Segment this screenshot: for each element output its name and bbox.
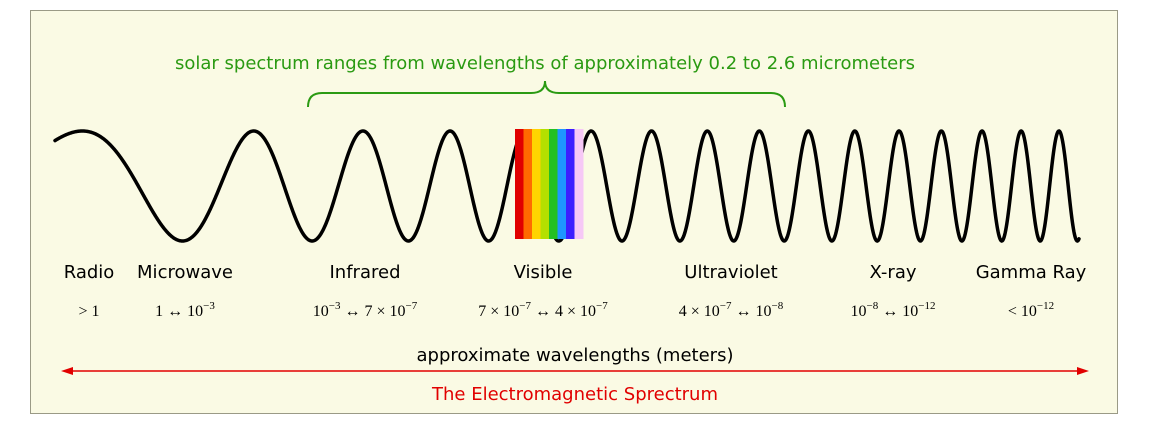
rainbow-stripe bbox=[549, 129, 558, 239]
rainbow-stripe bbox=[566, 129, 575, 239]
rainbow-stripe bbox=[574, 129, 584, 239]
rainbow-stripe bbox=[557, 129, 567, 239]
band-name: Microwave bbox=[137, 262, 233, 283]
diagram-panel: solar spectrum ranges from wavelengths o… bbox=[30, 10, 1118, 414]
rainbow-stripe bbox=[540, 129, 550, 239]
visible-light-rainbow bbox=[515, 129, 584, 239]
arrow-left-head bbox=[61, 367, 73, 375]
rainbow-stripe bbox=[515, 129, 524, 239]
spectrum-arrow bbox=[61, 367, 1089, 375]
band-name: Radio bbox=[64, 262, 115, 283]
band-name: Gamma Ray bbox=[976, 262, 1087, 283]
spectrum-title: The Electromagnetic Sprectrum bbox=[431, 384, 718, 405]
band-ranges: > 1 1 ↔ 10−3 10−3 ↔ 7 × 10−7 7 × 10−7 ↔ 4 ×… bbox=[78, 300, 1054, 320]
axis-label: approximate wavelengths (meters) bbox=[417, 345, 734, 366]
band-name: Ultraviolet bbox=[684, 262, 777, 283]
electromagnetic-spectrum-diagram: solar spectrum ranges from wavelengths o… bbox=[53, 53, 1089, 405]
band-range: 1 ↔ 10−3 bbox=[155, 300, 215, 320]
solar-spectrum-note: solar spectrum ranges from wavelengths o… bbox=[175, 53, 915, 74]
solar-range-brace bbox=[307, 80, 786, 108]
arrow-right-head bbox=[1077, 367, 1089, 375]
band-name: Visible bbox=[514, 262, 573, 283]
band-range: 10−8 ↔ 10−12 bbox=[851, 300, 936, 320]
band-name: Infrared bbox=[330, 262, 401, 283]
band-range: > 1 bbox=[78, 303, 99, 320]
band-range: 7 × 10−7 ↔ 4 × 10−7 bbox=[478, 300, 608, 320]
band-name: X-ray bbox=[869, 262, 916, 283]
rainbow-stripe bbox=[532, 129, 541, 239]
band-range: 10−3 ↔ 7 × 10−7 bbox=[313, 300, 418, 320]
band-labels: Radio Microwave Infrared Visible Ultraviolet… bbox=[64, 262, 1087, 283]
rainbow-stripe bbox=[523, 129, 533, 239]
band-range: 4 × 10−7 ↔ 10−8 bbox=[679, 300, 784, 320]
band-range: < 10−12 bbox=[1008, 300, 1054, 320]
